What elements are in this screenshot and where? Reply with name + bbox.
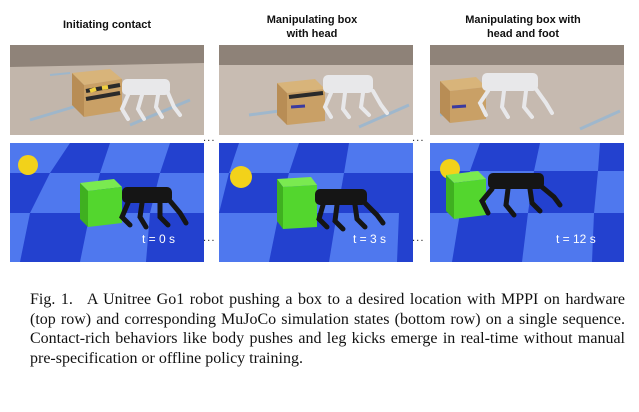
box-icon: [440, 77, 486, 123]
panel-title-2: Manipulating box with head: [266, 14, 358, 40]
separator-dots-bottom-2: ...: [412, 233, 425, 244]
box-icon: [277, 177, 317, 229]
time-label-1: t = 0 s: [142, 232, 176, 246]
box-icon: [80, 179, 122, 227]
separator-dots-top-2: ...: [412, 133, 425, 144]
ball-icon: [230, 166, 252, 188]
time-label-3: t = 12 s: [556, 232, 596, 246]
hardware-photo-1: [10, 45, 204, 135]
hardware-photo-2: [219, 45, 413, 135]
robot-icon: [315, 189, 386, 232]
ball-icon: [18, 155, 38, 175]
time-label-2: t = 3 s: [353, 232, 387, 246]
simulation-render-3: t = 12 s: [430, 143, 624, 262]
figure-label: Fig. 1.: [30, 291, 73, 308]
robot-icon: [479, 173, 563, 218]
caption-text: A Unitree Go1 robot pushing a box to a d…: [30, 291, 626, 367]
panel-title-3: Manipulating box with head and foot: [465, 14, 581, 40]
robot-icon: [119, 187, 189, 230]
robot-icon: [322, 75, 389, 119]
simulation-render-2: t = 3 s: [219, 143, 413, 262]
separator-dots-top-1: ...: [203, 133, 216, 144]
panel-title-1: Initiating contact: [63, 19, 151, 31]
box-icon: [446, 171, 486, 219]
robot-icon: [477, 73, 554, 119]
hardware-photo-3: [430, 45, 624, 135]
separator-dots-bottom-1: ...: [203, 233, 216, 244]
robot-icon: [119, 79, 182, 121]
box-icon: [277, 79, 325, 125]
figure-caption: Fig. 1. A Unitree Go1 robot pushing a box…: [30, 290, 625, 368]
simulation-render-1: t = 0 s: [10, 143, 204, 262]
box-icon: [72, 69, 122, 117]
